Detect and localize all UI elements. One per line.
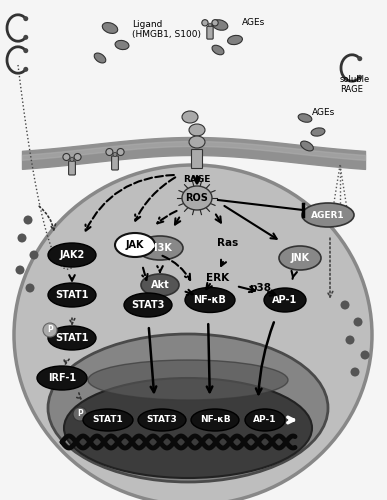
Text: JAK: JAK: [126, 240, 144, 250]
Circle shape: [353, 318, 363, 326]
Ellipse shape: [115, 40, 129, 50]
Text: PI3K: PI3K: [147, 243, 173, 253]
FancyBboxPatch shape: [111, 156, 118, 170]
Circle shape: [113, 152, 117, 156]
Ellipse shape: [301, 141, 313, 151]
Ellipse shape: [279, 246, 321, 270]
Ellipse shape: [94, 53, 106, 63]
Text: Ligand
(HMGB1, S100): Ligand (HMGB1, S100): [132, 20, 201, 40]
Text: STAT3: STAT3: [147, 416, 177, 424]
Ellipse shape: [182, 186, 212, 210]
Ellipse shape: [302, 203, 354, 227]
Circle shape: [351, 368, 360, 376]
Text: Ras: Ras: [217, 238, 239, 248]
Ellipse shape: [48, 326, 96, 350]
Ellipse shape: [124, 293, 172, 317]
Text: STAT1: STAT1: [55, 290, 89, 300]
Text: STAT1: STAT1: [55, 333, 89, 343]
Ellipse shape: [264, 288, 306, 312]
Text: AGER1: AGER1: [311, 210, 345, 220]
Text: ERK: ERK: [206, 273, 229, 283]
Ellipse shape: [137, 236, 183, 260]
Text: NF-κB: NF-κB: [194, 295, 226, 305]
Circle shape: [23, 35, 28, 40]
FancyBboxPatch shape: [207, 26, 213, 39]
Circle shape: [23, 48, 28, 53]
Text: IRF-1: IRF-1: [48, 373, 76, 383]
Ellipse shape: [212, 20, 218, 26]
Circle shape: [361, 350, 370, 360]
Ellipse shape: [212, 45, 224, 55]
Ellipse shape: [83, 409, 133, 431]
Ellipse shape: [138, 409, 186, 431]
Ellipse shape: [245, 409, 285, 431]
Ellipse shape: [115, 233, 155, 257]
Circle shape: [43, 323, 57, 337]
Circle shape: [23, 67, 28, 72]
Ellipse shape: [14, 165, 372, 500]
Ellipse shape: [189, 136, 205, 148]
Text: JAK2: JAK2: [59, 250, 85, 260]
Ellipse shape: [37, 366, 87, 390]
Circle shape: [346, 336, 354, 344]
Text: NF-κB: NF-κB: [200, 416, 230, 424]
Text: STAT3: STAT3: [131, 300, 165, 310]
Ellipse shape: [185, 288, 235, 312]
Circle shape: [70, 158, 74, 162]
Text: soluble
RAGE: soluble RAGE: [340, 75, 370, 94]
Ellipse shape: [141, 274, 179, 296]
Ellipse shape: [298, 114, 312, 122]
Circle shape: [24, 216, 33, 224]
Text: AGEs: AGEs: [312, 108, 335, 117]
Ellipse shape: [48, 283, 96, 307]
Text: P: P: [47, 326, 53, 334]
Text: RAGE: RAGE: [183, 175, 211, 184]
Circle shape: [341, 300, 349, 310]
Circle shape: [357, 75, 362, 80]
Circle shape: [29, 250, 38, 260]
Ellipse shape: [202, 20, 208, 26]
Text: STAT1: STAT1: [92, 416, 123, 424]
Ellipse shape: [48, 243, 96, 267]
Circle shape: [17, 234, 26, 242]
Ellipse shape: [64, 378, 312, 478]
Text: Akt: Akt: [151, 280, 170, 290]
Circle shape: [15, 266, 24, 274]
Ellipse shape: [189, 124, 205, 136]
Ellipse shape: [63, 154, 70, 160]
Ellipse shape: [106, 148, 113, 156]
Text: AP-1: AP-1: [253, 416, 277, 424]
Circle shape: [23, 16, 28, 21]
Text: p38: p38: [249, 283, 271, 293]
Ellipse shape: [48, 334, 328, 482]
Text: AGEs: AGEs: [242, 18, 265, 27]
Ellipse shape: [102, 22, 118, 34]
Ellipse shape: [191, 409, 239, 431]
Circle shape: [208, 23, 212, 27]
Text: ROS: ROS: [185, 193, 209, 203]
Ellipse shape: [212, 20, 228, 30]
Circle shape: [73, 407, 87, 421]
Text: AP-1: AP-1: [272, 295, 298, 305]
Ellipse shape: [117, 148, 124, 156]
Text: P: P: [77, 410, 83, 418]
Ellipse shape: [88, 360, 288, 400]
FancyBboxPatch shape: [192, 150, 202, 169]
FancyBboxPatch shape: [68, 161, 75, 175]
Text: JNK: JNK: [290, 253, 310, 263]
Circle shape: [357, 56, 362, 61]
Ellipse shape: [182, 111, 198, 123]
Circle shape: [26, 284, 34, 292]
Ellipse shape: [228, 36, 242, 44]
Ellipse shape: [311, 128, 325, 136]
Ellipse shape: [74, 154, 81, 160]
